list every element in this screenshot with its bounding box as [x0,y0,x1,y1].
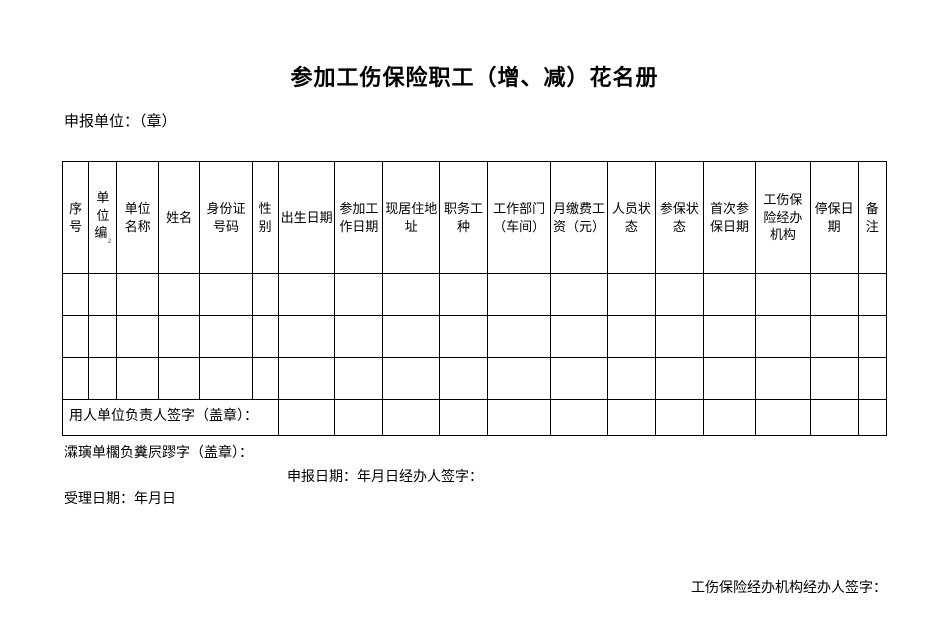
table-cell [335,316,383,358]
table-cell [440,400,488,436]
col-id-no: 身份证号码 [200,162,252,274]
table-cell [703,274,755,316]
table-cell [335,358,383,400]
col-pstatus: 人员状态 [607,162,655,274]
table-cell [252,316,278,358]
table-cell [488,358,551,400]
col-address: 现居住地址 [383,162,440,274]
declaring-unit-label: 申报单位：（章） [62,110,887,131]
table-cell [756,316,810,358]
table-cell [607,400,655,436]
col-work-date: 参加工作日期 [335,162,383,274]
col-istatus: 参保状态 [655,162,703,274]
table-cell [756,358,810,400]
accept-date-label: 受理日期：年月日 [64,488,176,508]
overlap-sign-label: 瀮璌单櫊负糞屄蹘字（盖章）： [64,442,253,462]
table-cell [278,358,335,400]
roster-table: 序号 单位编₂ 单位名称 姓名 身份证号码 性别 出生日期 参加工作日期 现居住… [62,161,887,436]
table-cell [655,274,703,316]
table-cell [488,400,551,436]
page-title: 参加工伤保险职工（增、减）花名册 [62,60,887,92]
table-cell [278,316,335,358]
table-row [63,274,887,316]
col-remark: 备注 [858,162,886,274]
table-cell [810,400,858,436]
table-cell [607,274,655,316]
table-cell [858,316,886,358]
table-cell [703,400,755,436]
table-cell [63,358,89,400]
table-cell [89,316,117,358]
declare-date-label: 申报日期：年月日经办人签字： [287,466,483,486]
table-cell [383,358,440,400]
table-cell [756,400,810,436]
table-cell [117,358,158,400]
col-birth: 出生日期 [278,162,335,274]
table-cell [335,274,383,316]
table-cell [607,358,655,400]
table-cell [200,274,252,316]
table-cell [89,274,117,316]
col-stop-date: 停保日期 [810,162,858,274]
table-cell [488,316,551,358]
table-cell [63,274,89,316]
table-cell [383,274,440,316]
col-unit-name: 单位名称 [117,162,158,274]
table-cell [200,358,252,400]
table-cell [335,400,383,436]
col-seq: 序号 [63,162,89,274]
table-cell [440,274,488,316]
employer-sign-label: 用人单位负责人签字（盖章）： [63,400,279,436]
table-cell [551,274,608,316]
table-cell [278,400,335,436]
table-cell [655,316,703,358]
table-cell [158,358,199,400]
agency-handler-sign-label: 工伤保险经办机构经办人签字： [691,577,887,597]
col-first-ins: 首次参保日期 [703,162,755,274]
table-cell [158,316,199,358]
table-cell [607,316,655,358]
table-row [63,358,887,400]
table-cell [858,274,886,316]
col-dept: 工作部门（车间） [488,162,551,274]
table-cell [158,274,199,316]
table-cell [252,274,278,316]
col-name: 姓名 [158,162,199,274]
table-cell [63,316,89,358]
table-cell [89,358,117,400]
table-cell [440,316,488,358]
table-cell [703,316,755,358]
table-cell [810,316,858,358]
table-body: 用人单位负责人签字（盖章）： [63,274,887,436]
table-cell [858,400,886,436]
table-row [63,316,887,358]
col-gender: 性别 [252,162,278,274]
table-cell [117,316,158,358]
table-cell [551,400,608,436]
table-cell [703,358,755,400]
table-cell [440,358,488,400]
table-cell [117,274,158,316]
col-agency: 工伤保险经办机构 [756,162,810,274]
col-unit-code: 单位编₂ [89,162,117,274]
table-cell [383,400,440,436]
table-cell [858,358,886,400]
col-wage: 月缴费工资（元） [551,162,608,274]
table-cell [810,358,858,400]
table-cell [252,358,278,400]
table-cell [810,274,858,316]
table-cell [278,274,335,316]
table-cell [383,316,440,358]
table-cell [551,316,608,358]
employer-sign-row: 用人单位负责人签字（盖章）： [63,400,887,436]
table-cell [655,400,703,436]
table-header-row: 序号 单位编₂ 单位名称 姓名 身份证号码 性别 出生日期 参加工作日期 现居住… [63,162,887,274]
col-job: 职务工种 [440,162,488,274]
table-cell [200,316,252,358]
table-cell [655,358,703,400]
table-cell [756,274,810,316]
below-block: 瀮璌单櫊负糞屄蹘字（盖章）： 申报日期：年月日经办人签字： 受理日期：年月日 [62,442,887,532]
table-cell [551,358,608,400]
table-cell [488,274,551,316]
